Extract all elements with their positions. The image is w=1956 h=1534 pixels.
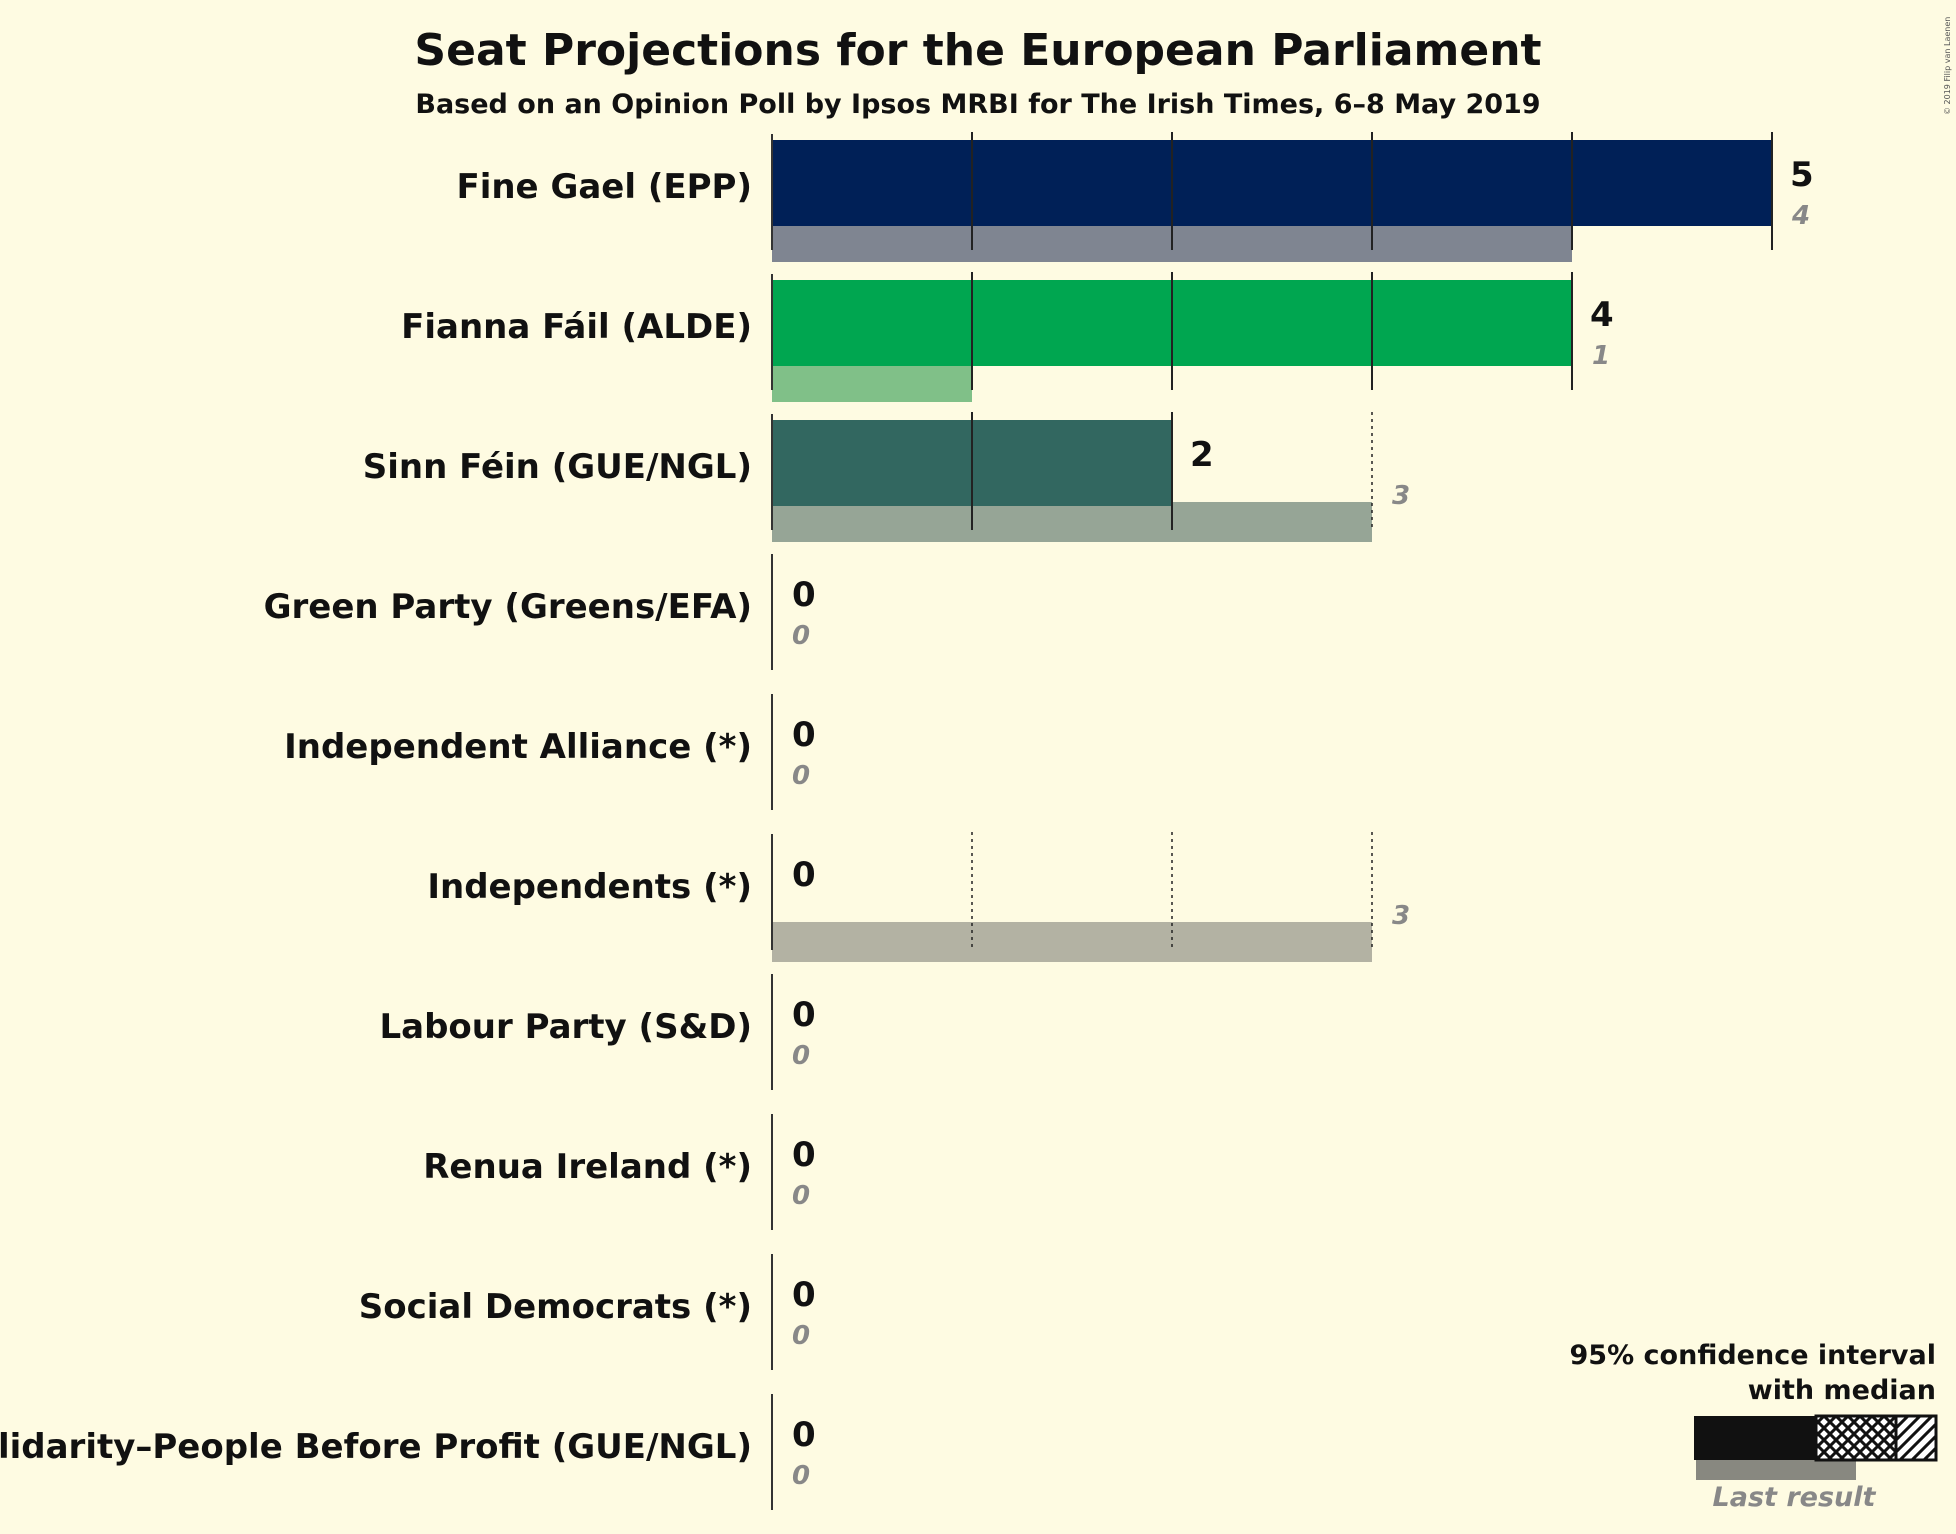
chart-title: Seat Projections for the European Parlia… bbox=[414, 25, 1541, 76]
party-label: Labour Party (S&D) bbox=[379, 1007, 752, 1047]
last-result-value-label: 0 bbox=[792, 761, 810, 791]
last-result-value-label: 0 bbox=[792, 621, 810, 651]
party-label: Independents (*) bbox=[427, 867, 752, 907]
last-result-bar bbox=[772, 502, 1372, 542]
last-result-value-label: 0 bbox=[792, 1181, 810, 1211]
legend-median-label: with median bbox=[1748, 1375, 1936, 1406]
median-value-label: 0 bbox=[792, 715, 816, 755]
last-result-value-label: 3 bbox=[1392, 901, 1410, 931]
party-label: Sinn Féin (GUE/NGL) bbox=[363, 447, 752, 487]
party-label: Renua Ireland (*) bbox=[423, 1147, 752, 1187]
party-label: Fianna Fáil (ALDE) bbox=[401, 307, 752, 347]
last-result-value-label: 0 bbox=[792, 1461, 810, 1491]
median-value-label: 4 bbox=[1590, 295, 1614, 335]
legend-ci-hatch bbox=[1894, 1414, 1938, 1462]
median-bar bbox=[772, 140, 1772, 226]
median-value-label: 0 bbox=[792, 855, 816, 895]
last-result-bar bbox=[772, 362, 972, 402]
legend-ci-solid bbox=[1694, 1416, 1816, 1460]
copyright-note: © 2019 Filip van Laenen bbox=[1943, 17, 1952, 115]
median-value-label: 0 bbox=[792, 1415, 816, 1455]
median-value-label: 0 bbox=[792, 1275, 816, 1315]
last-result-value-label: 3 bbox=[1392, 481, 1410, 511]
median-value-label: 2 bbox=[1190, 435, 1214, 475]
median-value-label: 0 bbox=[792, 1135, 816, 1175]
legend: 95% confidence interval with median Last… bbox=[1570, 1340, 1938, 1513]
last-result-value-label: 0 bbox=[792, 1321, 810, 1351]
party-label: Independent Alliance (*) bbox=[284, 727, 752, 767]
median-value-label: 0 bbox=[792, 995, 816, 1035]
last-result-value-label: 0 bbox=[792, 1041, 810, 1071]
last-result-bar bbox=[772, 922, 1372, 962]
last-result-value-label: 1 bbox=[1592, 341, 1610, 371]
last-result-value-label: 4 bbox=[1791, 201, 1810, 231]
chart-subtitle: Based on an Opinion Poll by Ipsos MRBI f… bbox=[415, 89, 1540, 120]
legend-last-result-label: Last result bbox=[1713, 1482, 1877, 1513]
median-value-label: 0 bbox=[792, 575, 816, 615]
party-rows: Fine Gael (EPP) 5 4 Fianna Fáil (ALDE) 4 1 Sin… bbox=[0, 132, 1814, 1510]
legend-ci-label: 95% confidence interval bbox=[1570, 1340, 1936, 1371]
legend-ci-crosshatch bbox=[1814, 1414, 1898, 1462]
party-label: Fine Gael (EPP) bbox=[456, 167, 752, 207]
party-label: Green Party (Greens/EFA) bbox=[264, 587, 752, 627]
legend-last-result-swatch bbox=[1696, 1460, 1856, 1480]
median-value-label: 5 bbox=[1790, 155, 1814, 195]
party-label: Social Democrats (*) bbox=[359, 1287, 752, 1327]
party-label: Solidarity–People Before Profit (GUE/NGL… bbox=[0, 1427, 752, 1467]
